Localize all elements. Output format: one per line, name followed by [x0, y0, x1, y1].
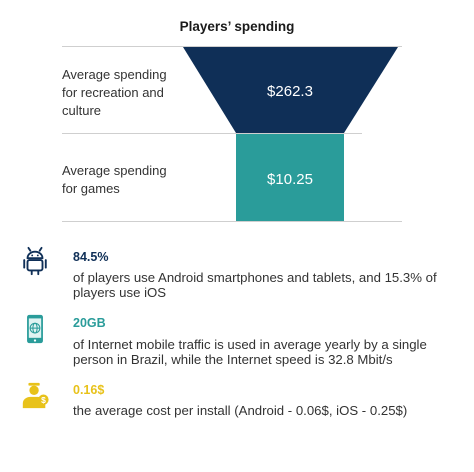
person-dollar-icon: $ [22, 382, 49, 409]
svg-text:$: $ [41, 395, 46, 405]
page-title: Players’ spending [179, 19, 295, 34]
fact-internet-traffic: 20GB of Internet mobile traffic is used … [0, 314, 474, 404]
fact-android: 84.5% of players use Android smartphones… [0, 246, 474, 336]
android-icon [23, 246, 47, 276]
fact-value-cost: 0.16$ [73, 383, 105, 397]
funnel-value-recreation: $262.3 [267, 83, 313, 100]
fact-text-android: of players use Android smartphones and t… [73, 270, 437, 300]
funnel-label-recreation: Average spending for recreation and cult… [62, 67, 167, 118]
funnel-top-segment [183, 47, 398, 133]
spending-funnel: $262.3 $10.25 [183, 47, 398, 221]
divider-bottom [62, 221, 402, 222]
globe-phone-icon [27, 314, 43, 344]
funnel-value-games: $10.25 [267, 171, 313, 188]
divider-middle [62, 133, 362, 134]
fact-text-traffic: of Internet mobile traffic is used in av… [73, 337, 427, 367]
fact-cost-per-install: $ 0.16$ the average cost per install (An… [0, 382, 474, 472]
fact-text-cost: the average cost per install (Android - … [73, 403, 408, 418]
funnel-bottom-segment [236, 134, 344, 221]
fact-value-android: 84.5% [73, 250, 109, 264]
divider-top [62, 46, 402, 47]
fact-value-traffic: 20GB [73, 316, 106, 330]
funnel-label-games: Average spending for games [62, 163, 167, 196]
